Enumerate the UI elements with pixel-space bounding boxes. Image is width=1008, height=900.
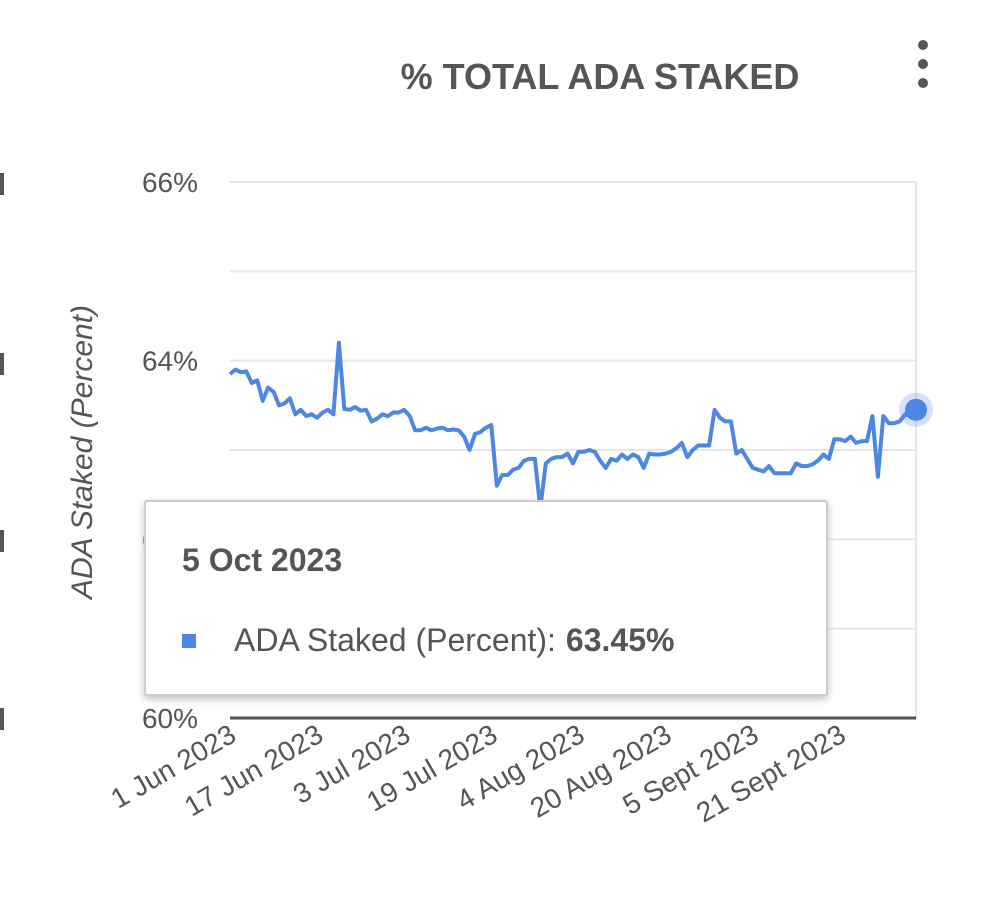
menu-dot — [918, 59, 928, 69]
legend-swatch — [182, 633, 196, 648]
edge-tick-mark — [0, 530, 4, 552]
y-tick-label: 66% — [142, 167, 198, 198]
series-layer — [228, 340, 933, 511]
y-tick-label: 64% — [142, 346, 198, 377]
menu-dot — [918, 78, 928, 88]
tooltip-date: 5 Oct 2023 — [182, 542, 343, 578]
chart-tooltip: 5 Oct 2023 ADA Staked (Percent): 63.45% — [144, 500, 828, 696]
edge-tick-mark — [0, 353, 4, 375]
y-axis-label: ADA Staked (Percent) — [66, 305, 99, 601]
tooltip-value: 63.45% — [565, 622, 675, 658]
tooltip-row: ADA Staked (Percent): 63.45% — [182, 622, 674, 659]
highlight-point — [905, 398, 927, 421]
chart-title: % TOTAL ADA STAKED — [400, 56, 800, 97]
y-tick-label: 60% — [142, 703, 198, 734]
edge-tick-mark — [0, 708, 4, 730]
x-tick-label: 21 Sept 2023 — [691, 718, 851, 828]
edge-tick-mark — [0, 173, 4, 195]
menu-dot — [918, 40, 928, 50]
more-vertical-icon[interactable] — [906, 40, 940, 88]
tooltip-series-label: ADA Staked (Percent): — [234, 622, 556, 658]
series-line — [228, 340, 918, 511]
